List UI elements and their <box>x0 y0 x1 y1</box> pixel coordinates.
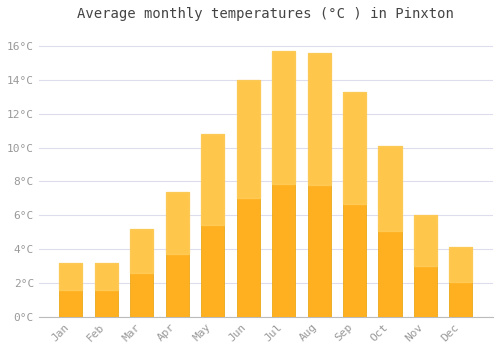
Bar <box>378 146 402 317</box>
Bar <box>272 51 295 184</box>
Bar <box>60 262 82 290</box>
Bar <box>130 229 154 273</box>
Bar <box>236 80 260 317</box>
Bar <box>343 92 366 317</box>
Bar <box>343 92 366 204</box>
Bar <box>308 53 330 185</box>
Bar <box>414 215 437 266</box>
Bar <box>166 191 189 317</box>
Bar <box>378 146 402 231</box>
Bar <box>308 53 330 317</box>
Bar <box>450 247 472 317</box>
Bar <box>95 262 118 290</box>
Bar <box>450 247 472 282</box>
Bar <box>201 134 224 317</box>
Bar <box>166 191 189 254</box>
Bar <box>60 262 82 317</box>
Bar <box>272 51 295 317</box>
Bar <box>95 262 118 317</box>
Bar <box>201 134 224 225</box>
Bar <box>236 80 260 198</box>
Bar <box>130 229 154 317</box>
Title: Average monthly temperatures (°C ) in Pinxton: Average monthly temperatures (°C ) in Pi… <box>78 7 454 21</box>
Bar <box>414 215 437 317</box>
